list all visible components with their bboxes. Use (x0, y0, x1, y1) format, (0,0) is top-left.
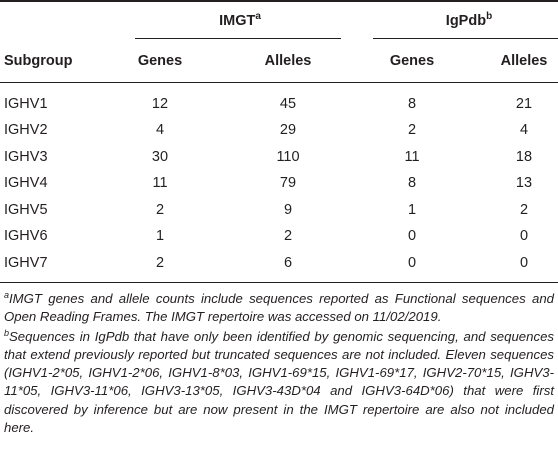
cell-imgt-genes: 1 (155, 228, 165, 244)
bottom-rule (0, 282, 558, 283)
cell-imgt-genes: 4 (155, 122, 165, 138)
cell-igpdb-alleles: 18 (515, 149, 533, 165)
cell-igpdb-alleles: 0 (519, 228, 529, 244)
cell-imgt-genes: 2 (155, 202, 165, 218)
cell-subgroup: IGHV1 (4, 96, 48, 112)
imgt-group-rule (135, 38, 341, 39)
cell-imgt-genes: 12 (151, 96, 169, 112)
cell-imgt-alleles: 79 (279, 175, 297, 191)
footnote-b: bSequences in IgPdb that have only been … (4, 328, 554, 438)
cell-igpdb-genes: 1 (407, 202, 417, 218)
cell-igpdb-genes: 11 (404, 149, 420, 165)
cell-igpdb-genes: 0 (407, 255, 417, 271)
cell-igpdb-genes: 8 (407, 96, 417, 112)
cell-subgroup: IGHV4 (4, 175, 48, 191)
cell-igpdb-alleles: 4 (519, 122, 529, 138)
footnote-a-mark: a (4, 290, 10, 300)
cell-igpdb-alleles: 13 (515, 175, 533, 191)
group-header-imgt-sup: a (255, 11, 261, 22)
group-header-igpdb-sup: b (486, 11, 493, 22)
cell-igpdb-genes: 2 (407, 122, 417, 138)
igpdb-group-rule (373, 38, 558, 39)
cell-imgt-genes: 30 (151, 149, 169, 165)
cell-igpdb-alleles: 2 (519, 202, 529, 218)
cell-subgroup: IGHV2 (4, 122, 48, 138)
cell-subgroup: IGHV5 (4, 202, 48, 218)
column-header-imgt-alleles: Alleles (264, 53, 312, 69)
cell-imgt-alleles: 110 (276, 149, 300, 165)
group-header-igpdb-label: IgPdb (445, 13, 487, 29)
cell-subgroup: IGHV6 (4, 228, 48, 244)
column-header-imgt-genes: Genes (137, 53, 183, 69)
cell-igpdb-genes: 0 (407, 228, 417, 244)
table-footnotes: aIMGT genes and allele counts include se… (4, 290, 554, 438)
cell-imgt-alleles: 29 (279, 122, 297, 138)
column-header-subgroup: Subgroup (4, 53, 73, 69)
cell-igpdb-alleles: 0 (519, 255, 529, 271)
footnote-b-text: Sequences in IgPdb that have only been i… (4, 328, 554, 436)
column-header-igpdb-alleles: Alleles (500, 53, 548, 69)
footnote-a: aIMGT genes and allele counts include se… (4, 290, 554, 327)
group-header-igpdb: IgPdbb (380, 12, 558, 30)
group-header-imgt: IMGTa (145, 12, 335, 30)
footnote-b-mark: b (4, 327, 10, 338)
top-rule (0, 0, 558, 2)
cell-imgt-genes: 11 (152, 175, 168, 191)
cell-igpdb-alleles: 21 (515, 96, 533, 112)
header-rule (0, 82, 558, 83)
cell-imgt-alleles: 6 (283, 255, 293, 271)
cell-subgroup: IGHV3 (4, 149, 48, 165)
cell-igpdb-genes: 8 (407, 175, 417, 191)
cell-subgroup: IGHV7 (4, 255, 48, 271)
cell-imgt-alleles: 2 (283, 228, 293, 244)
group-header-imgt-label: IMGT (219, 13, 256, 29)
cell-imgt-alleles: 45 (279, 96, 297, 112)
cell-imgt-alleles: 9 (283, 202, 293, 218)
footnote-a-text: IMGT genes and allele counts include seq… (4, 291, 554, 325)
cell-imgt-genes: 2 (155, 255, 165, 271)
column-header-igpdb-genes: Genes (389, 53, 435, 69)
